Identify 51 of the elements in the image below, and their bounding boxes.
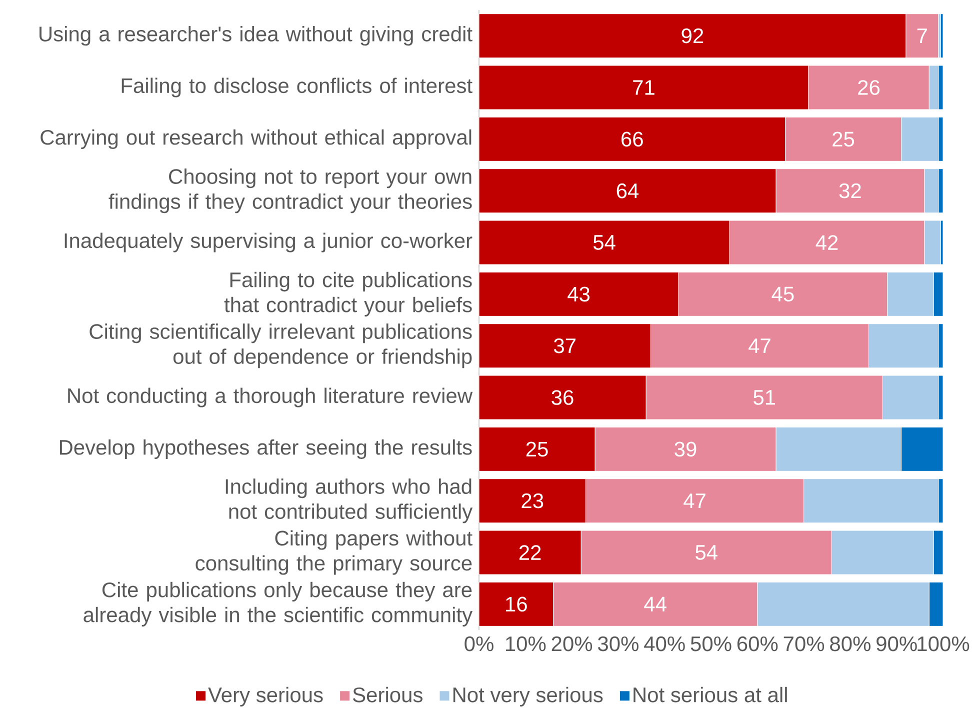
legend-label: Not very serious [453, 686, 603, 706]
data-label: 22 [519, 545, 541, 560]
y-tick-label: Inadequately supervising a junior co-worker [64, 232, 472, 252]
x-tick-label: 20% [552, 636, 592, 652]
x-tick-label: 40% [644, 636, 685, 652]
y-tick-label: Citing scientifically irrelevant publications out of dependence or friendship [90, 324, 472, 368]
y-tick-label: Carrying out research without ethical approval [40, 129, 472, 149]
data-label: 92 [682, 28, 704, 44]
data-label: 45 [772, 286, 794, 302]
data-label: 71 [633, 80, 654, 95]
x-tick-label: 30% [598, 636, 638, 652]
data-label: 16 [506, 596, 527, 612]
data-label: 43 [568, 286, 590, 302]
data-label: 39 [674, 442, 696, 457]
data-label: 32 [839, 183, 861, 198]
data-label: 66 [622, 132, 643, 147]
data-label: 54 [696, 545, 718, 560]
data-label: 37 [554, 338, 576, 354]
x-tick-label: 0% [464, 636, 494, 652]
data-label: 23 [522, 493, 544, 508]
data-label: 36 [552, 390, 574, 405]
x-tick-label: 60% [737, 636, 778, 652]
x-tick-label: 80% [830, 636, 870, 652]
data-label: 47 [684, 494, 706, 508]
y-tick-label: Develop hypotheses after seeing the results [60, 439, 472, 459]
data-label: 25 [832, 132, 854, 147]
data-label: 64 [616, 183, 639, 198]
data-label: 7 [917, 28, 927, 44]
y-tick-label: Including authors who had not contributed sufficiently [226, 478, 473, 524]
y-tick-label: Choosing not to report your own findings if they contradict your theories [108, 168, 472, 214]
legend-label: Serious [352, 686, 422, 702]
y-tick-label: Not conducting a thorough literature review [68, 388, 473, 408]
y-tick-label: Cite publications only because they are already visible in the scientific community [84, 582, 473, 626]
data-label: 44 [644, 596, 666, 612]
x-tick-label: 90% [876, 636, 917, 652]
legend-label: Not serious at all [634, 686, 787, 702]
data-label: 51 [754, 390, 776, 405]
data-label: 26 [858, 80, 880, 95]
data-label: 42 [816, 235, 838, 250]
x-tick-label: 50% [690, 636, 732, 652]
y-tick-label: Citing papers without consulting the primary source [196, 530, 472, 575]
data-label: 25 [526, 442, 548, 457]
data-label: 54 [593, 235, 616, 250]
data-label: 47 [748, 338, 770, 354]
x-tick-label: 10% [506, 636, 546, 652]
y-tick-label: Failing to cite publications that contradict your beliefs [224, 272, 472, 316]
x-tick-label: 100% [918, 636, 970, 652]
y-tick-label: Failing to disclose conflicts of interest [122, 78, 472, 98]
y-tick-label: Using a researcher's idea without giving credit [40, 26, 472, 46]
legend-label: Very serious [208, 686, 323, 706]
x-tick-label: 70% [784, 636, 824, 652]
